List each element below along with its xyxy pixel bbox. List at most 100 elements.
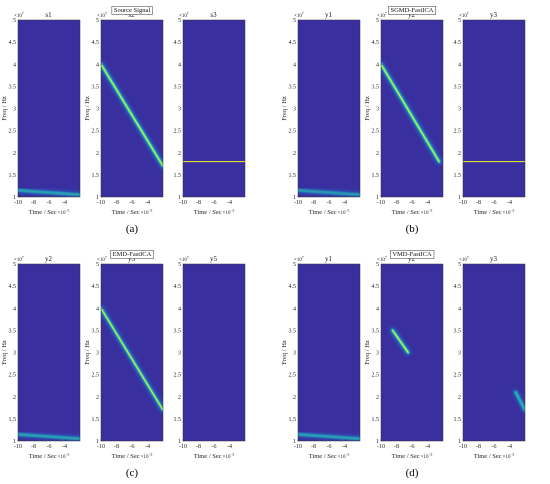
y-tick-label: 5 xyxy=(376,18,379,24)
y-tick-label: 4.5 xyxy=(372,284,380,290)
x-tick-label: -6 xyxy=(492,444,497,450)
spectrogram-background xyxy=(298,264,360,441)
y-exponent: ×107 xyxy=(97,256,107,263)
x-tick-label: -10 xyxy=(97,444,105,450)
spectrogram-background xyxy=(381,264,443,441)
x-tick-label: -8 xyxy=(31,444,36,450)
ridge-y1-1 xyxy=(298,187,360,197)
x-tick-label: -6 xyxy=(130,200,135,206)
y-axis-label: Freq / Hz xyxy=(84,340,91,365)
y-tick-label: 2.5 xyxy=(174,129,182,135)
spectrogram-background xyxy=(298,20,360,197)
y-tick-label: 1.5 xyxy=(174,173,182,179)
y-tick-label: 4 xyxy=(293,62,296,68)
subplot-title: y2 xyxy=(408,255,416,263)
x-tick-label: -6 xyxy=(212,200,217,206)
y-axis-label: Freq / Hz xyxy=(84,96,91,121)
y-tick-label: 4 xyxy=(96,62,99,68)
spectrogram-background xyxy=(18,20,80,197)
ridge-y3-2 xyxy=(512,389,525,414)
x-axis-label: Time / Sec×10−5 xyxy=(309,209,350,216)
y-tick-label: 2 xyxy=(293,395,296,401)
ridge-y3-1 xyxy=(101,305,163,414)
x-tick-label: -8 xyxy=(114,444,119,450)
y-tick-label: 3.5 xyxy=(9,84,17,90)
subplot-title: s2 xyxy=(128,11,135,19)
y-tick-label: 2.5 xyxy=(92,129,100,135)
y-tick-label: 5 xyxy=(96,18,99,24)
subplot-y5: 1 1.5 2 2.5 3 3.5 4 4.5 5 -10 -8 -6 -4 ×107 y5 Time / S… xyxy=(174,255,246,460)
panel-letter: (b) xyxy=(406,223,419,235)
y-tick-label: 3.5 xyxy=(454,84,462,90)
y-tick-label: 2 xyxy=(293,151,296,157)
x-tick-label: -8 xyxy=(476,200,481,206)
x-tick-label: -8 xyxy=(114,200,119,206)
y-tick-label: 1 xyxy=(178,439,181,445)
x-tick-label: -6 xyxy=(212,444,217,450)
y-tick-label: 4 xyxy=(293,306,296,312)
subplot-y3: 1 1.5 2 2.5 3 3.5 4 4.5 5 -10 -8 -6 -4 ×107 y3 Time / S… xyxy=(84,255,164,460)
subplot-title: y1 xyxy=(325,255,333,263)
y-tick-label: 4.5 xyxy=(9,284,17,290)
x-axis-label: Time / Sec×10−5 xyxy=(29,209,70,216)
y-tick-label: 1.5 xyxy=(92,173,100,179)
y-tick-label: 4.5 xyxy=(289,284,297,290)
y-tick-label: 4.5 xyxy=(174,40,182,46)
y-exponent: ×107 xyxy=(294,12,304,19)
subplot-y1: 1 1.5 2 2.5 3 3.5 4 4.5 5 -10 -8 -6 -4 ×107 y1 Time / S… xyxy=(281,11,361,216)
x-tick-label: -10 xyxy=(97,200,105,206)
y-tick-label: 3.5 xyxy=(372,84,380,90)
method-title-box xyxy=(388,6,437,15)
spectrogram-background xyxy=(183,20,245,197)
y-tick-label: 5 xyxy=(293,262,296,268)
y-tick-label: 1.5 xyxy=(372,417,380,423)
x-tick-label: -10 xyxy=(459,444,467,450)
y-tick-label: 4.5 xyxy=(92,284,100,290)
y-tick-label: 1 xyxy=(178,195,181,201)
y-axis-label: Freq / Hz xyxy=(364,340,371,365)
method-title: SGMD-FastICA xyxy=(391,7,434,14)
x-tick-label: -10 xyxy=(179,200,187,206)
x-tick-label: -8 xyxy=(196,200,201,206)
x-tick-label: -10 xyxy=(377,200,385,206)
y-tick-label: 3.5 xyxy=(174,84,182,90)
y-tick-label: 4 xyxy=(178,306,181,312)
y-tick-label: 1.5 xyxy=(92,417,100,423)
y-axis-label: Freq / Hz xyxy=(364,96,371,121)
x-axis-label: Time / Sec×10−5 xyxy=(112,209,153,216)
x-tick-label: -6 xyxy=(327,444,332,450)
y-tick-label: 5 xyxy=(96,262,99,268)
y-axis-label: Freq / Hz xyxy=(1,96,8,121)
x-tick-label: -4 xyxy=(342,444,347,450)
spectrogram-background xyxy=(463,20,525,197)
y-exponent: ×107 xyxy=(14,12,24,19)
y-tick-label: 1.5 xyxy=(372,173,380,179)
method-title-box xyxy=(110,250,154,259)
panel-letter: (d) xyxy=(406,467,419,479)
y-tick-label: 2.5 xyxy=(372,373,380,379)
y-tick-label: 2.5 xyxy=(92,373,100,379)
panel-b: 1 1.5 2 2.5 3 3.5 4 4.5 5 -10 -8 -6 -4 ×107 y1 Time / S… xyxy=(281,6,526,235)
y-tick-label: 5 xyxy=(178,18,181,24)
y-tick-label: 4.5 xyxy=(454,284,462,290)
y-tick-label: 5 xyxy=(13,18,16,24)
y-tick-label: 5 xyxy=(293,18,296,24)
y-tick-label: 4 xyxy=(376,306,379,312)
spectrogram-background xyxy=(18,264,80,441)
y-tick-label: 1 xyxy=(96,195,99,201)
x-tick-label: -8 xyxy=(394,444,399,450)
y-exponent: ×107 xyxy=(459,12,469,19)
y-tick-label: 4.5 xyxy=(9,40,17,46)
subplot-s1: 1 1.5 2 2.5 3 3.5 4 4.5 5 -10 -8 -6 -4 ×107 s1 Time / S… xyxy=(1,11,81,216)
subplot-y2: 1 1.5 2 2.5 3 3.5 4 4.5 5 -10 -8 -6 -4 ×107 y2 Time / S… xyxy=(364,11,444,216)
y-tick-label: 2.5 xyxy=(289,129,297,135)
y-tick-label: 1 xyxy=(458,195,461,201)
x-tick-label: -6 xyxy=(410,444,415,450)
ridge-y2-1 xyxy=(389,327,412,356)
spectrogram-background xyxy=(381,20,443,197)
x-axis-label: Time / Sec×10−5 xyxy=(112,453,153,460)
y-tick-label: 3.5 xyxy=(289,328,297,334)
x-tick-label: -4 xyxy=(62,444,67,450)
panel-d: 1 1.5 2 2.5 3 3.5 4 4.5 5 -10 -8 -6 -4 ×107 y1 Time / S… xyxy=(281,250,526,479)
y-axis-label: Freq / Hz xyxy=(281,340,288,365)
